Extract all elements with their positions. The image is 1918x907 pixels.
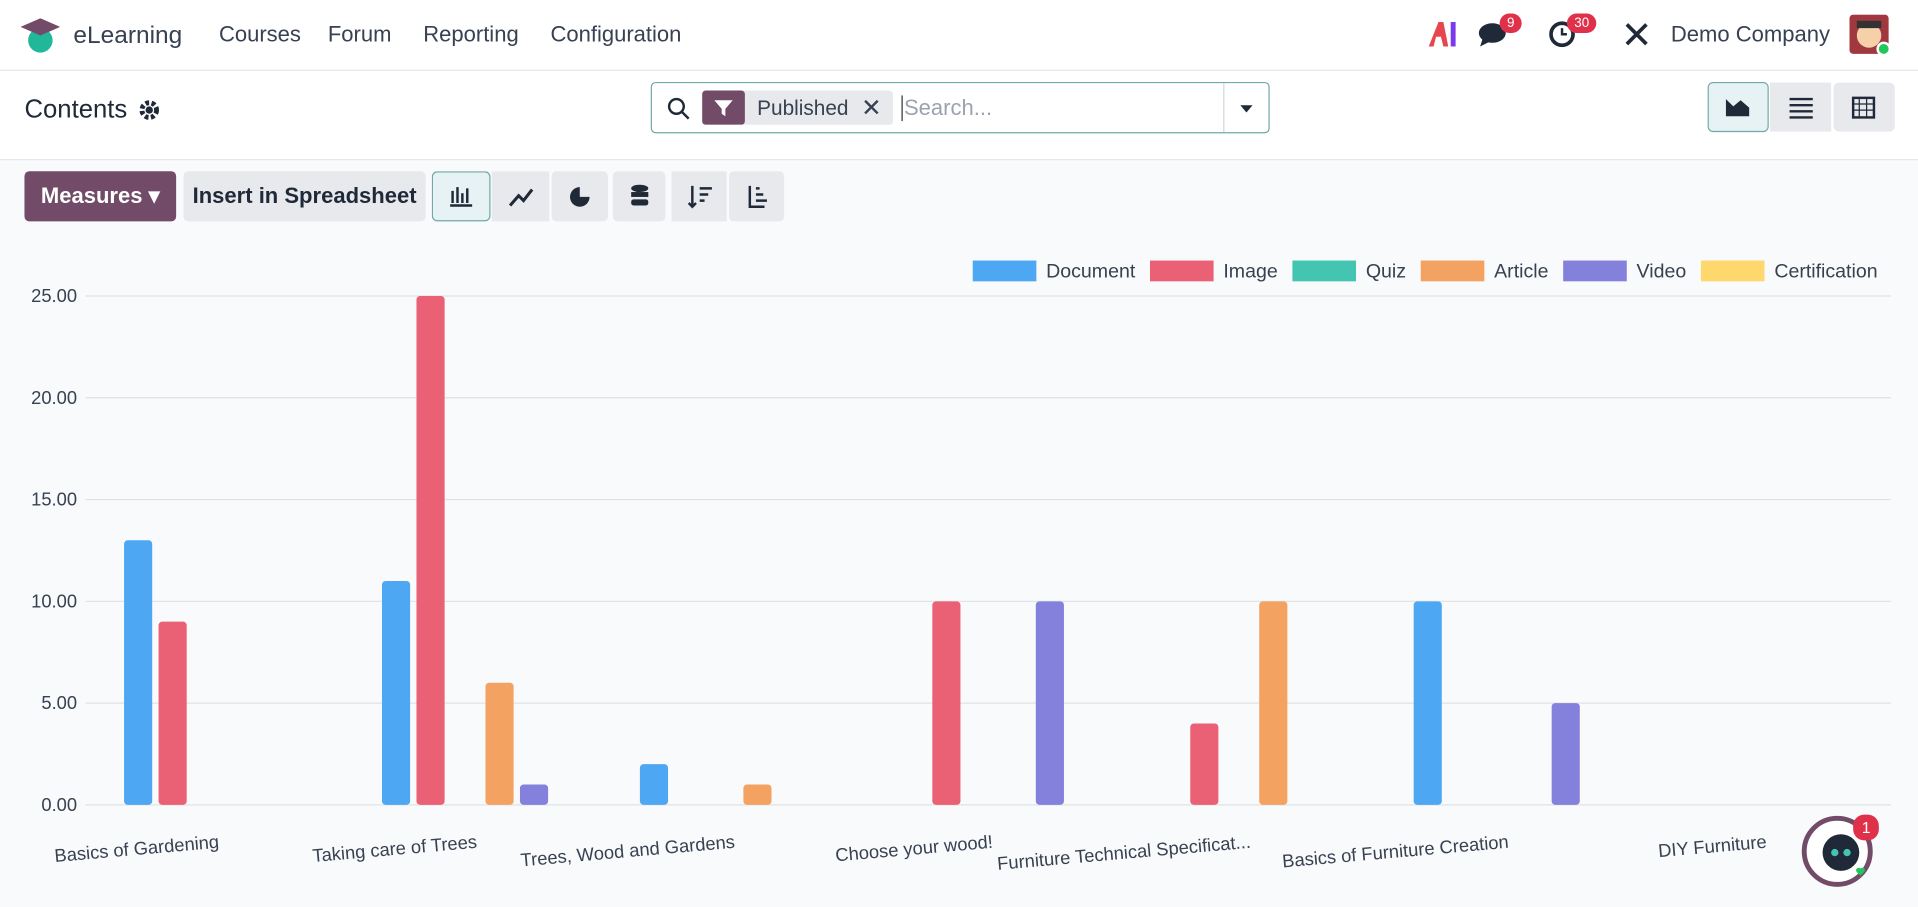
legend-label: Document [1046, 261, 1136, 283]
search-placeholder[interactable]: Search... [901, 95, 992, 122]
menu-item[interactable]: Configuration [550, 22, 682, 47]
insert-button[interactable]: Insert in Spreadsheet [183, 171, 426, 222]
x-tick-label: Basics of Furniture Creation [1281, 831, 1509, 872]
legend-swatch [1149, 260, 1214, 282]
bar [381, 580, 411, 805]
company[interactable]: Demo Company [1670, 22, 1830, 47]
y-tick-label: 0.00 [41, 794, 77, 815]
y-tick-label: 10.00 [31, 590, 77, 611]
legend-swatch [972, 260, 1037, 282]
settings-icon[interactable] [1623, 21, 1650, 48]
control-panel: Contents Published ✕ Search... [0, 70, 1918, 161]
legend-label: Article [1494, 261, 1548, 283]
messages-icon[interactable] [1478, 21, 1510, 48]
chart-tools[interactable] [431, 171, 787, 222]
bar [932, 601, 961, 805]
legend-label: Quiz [1366, 261, 1406, 283]
y-tick-label: 5.00 [41, 692, 77, 713]
bar [1413, 601, 1442, 805]
breadcrumb: Contents [24, 95, 128, 124]
bar [639, 764, 669, 805]
x-tick-label: Taking care of Trees [311, 831, 477, 866]
menu-item[interactable]: Courses [218, 22, 301, 47]
search-bar[interactable]: Published ✕ Search... [650, 81, 1270, 134]
activities-icon[interactable] [1549, 21, 1578, 50]
bar [743, 784, 772, 805]
facet: Published ✕ [702, 90, 893, 125]
bar [158, 621, 187, 805]
y-tick-label: 20.00 [31, 387, 77, 408]
x-tick-label: Basics of Gardening [54, 831, 220, 866]
legend-swatch [1563, 260, 1627, 282]
legend-label: Image [1223, 261, 1277, 283]
search-toggle[interactable] [1223, 83, 1268, 133]
view-switcher[interactable] [1707, 81, 1896, 133]
chat-badge: 1 [1853, 814, 1880, 841]
search-icon [667, 97, 690, 120]
y-tick-label: 15.00 [31, 489, 77, 510]
facet-label: Published [757, 96, 849, 120]
bar [1259, 601, 1288, 805]
legend-label: Video [1637, 261, 1687, 283]
activities-badge: 30 [1566, 13, 1597, 34]
measures-button[interactable]: Measures ▾ [24, 171, 177, 222]
legend-label: Certification [1774, 261, 1877, 283]
messages-badge: 9 [1499, 13, 1522, 34]
bar [124, 540, 153, 805]
x-tick-label: Furniture Technical Specificat... [996, 831, 1251, 874]
gear-icon[interactable] [138, 99, 160, 121]
menu-item[interactable]: Reporting [423, 22, 519, 47]
x-tick-label: DIY Furniture [1657, 831, 1767, 861]
bar [1551, 703, 1580, 805]
menu-item[interactable]: Forum [327, 22, 392, 47]
caret [1240, 105, 1253, 113]
bar [416, 296, 445, 805]
bar [1035, 601, 1064, 805]
bar [1190, 723, 1219, 805]
bar [485, 682, 514, 805]
x-tick-label: Choose your wood! [834, 831, 993, 866]
y-tick-label: 25.00 [31, 285, 77, 306]
ai-icon[interactable] [1426, 20, 1458, 49]
logo [20, 18, 60, 53]
legend-swatch [1292, 260, 1357, 282]
facet-remove[interactable]: ✕ [861, 95, 882, 123]
brand[interactable]: eLearning [73, 22, 183, 49]
x-tick-label: Trees, Wood and Gardens [520, 831, 736, 871]
filter-icon [702, 90, 745, 125]
avatar[interactable] [1849, 14, 1892, 57]
legend-swatch [1420, 260, 1485, 282]
legend-swatch [1700, 260, 1765, 282]
navbar: eLearning Courses Forum Reporting Config… [0, 0, 1918, 71]
bar [519, 784, 549, 805]
measures-label: Measures [40, 183, 143, 208]
